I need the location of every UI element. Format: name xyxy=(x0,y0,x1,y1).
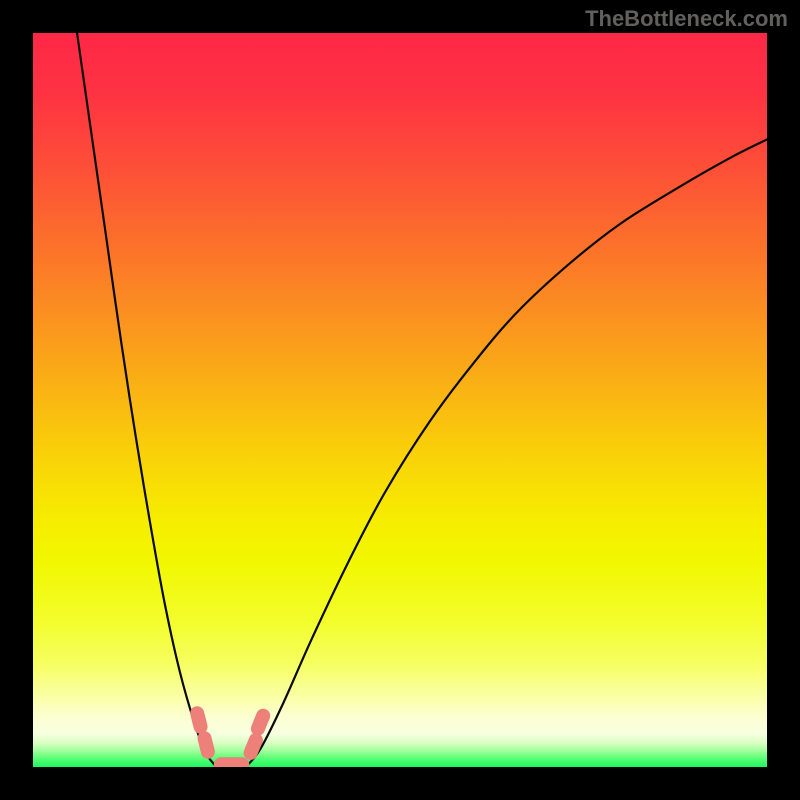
marker-floor-lozenge xyxy=(214,758,249,767)
figure-root: TheBottleneck.com xyxy=(0,0,800,800)
watermark-text: TheBottleneck.com xyxy=(585,6,788,32)
plot-svg xyxy=(33,33,767,767)
plot-background xyxy=(33,33,767,767)
